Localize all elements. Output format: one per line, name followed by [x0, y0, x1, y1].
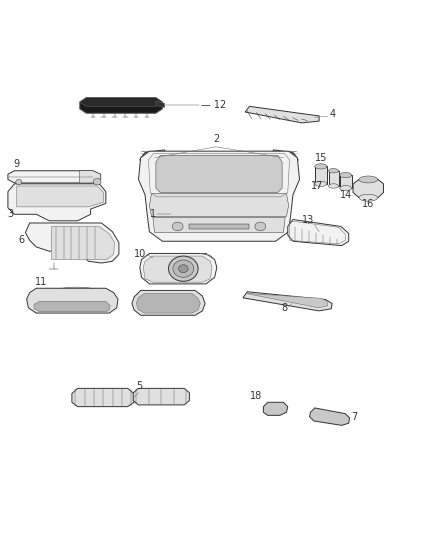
Text: 6: 6	[18, 236, 24, 245]
Polygon shape	[132, 290, 205, 315]
Polygon shape	[270, 150, 298, 167]
Polygon shape	[243, 292, 332, 311]
Ellipse shape	[16, 180, 22, 184]
Polygon shape	[25, 223, 119, 263]
Text: 10: 10	[134, 249, 146, 260]
Polygon shape	[288, 220, 349, 246]
Polygon shape	[143, 256, 212, 282]
Text: 9: 9	[14, 159, 20, 169]
Ellipse shape	[340, 173, 352, 177]
Ellipse shape	[93, 179, 101, 185]
Polygon shape	[340, 175, 352, 188]
Ellipse shape	[169, 256, 198, 281]
Polygon shape	[140, 150, 168, 167]
Ellipse shape	[315, 164, 327, 169]
Text: 16: 16	[362, 199, 374, 209]
Polygon shape	[353, 180, 384, 198]
Text: 17: 17	[311, 181, 323, 191]
Polygon shape	[156, 101, 165, 108]
Polygon shape	[310, 408, 350, 425]
Polygon shape	[263, 402, 288, 415]
Text: 2: 2	[213, 134, 219, 144]
Polygon shape	[246, 294, 328, 308]
Polygon shape	[149, 193, 289, 216]
Text: 18: 18	[250, 391, 262, 401]
Polygon shape	[153, 217, 285, 232]
Ellipse shape	[179, 265, 188, 272]
Text: — 12: — 12	[201, 100, 226, 110]
Polygon shape	[17, 186, 104, 207]
Text: 13: 13	[302, 215, 314, 225]
Polygon shape	[133, 389, 189, 405]
Polygon shape	[245, 107, 319, 123]
Text: 7: 7	[351, 411, 357, 422]
Text: 4: 4	[329, 109, 335, 119]
Polygon shape	[199, 254, 215, 260]
Ellipse shape	[340, 185, 352, 191]
Ellipse shape	[359, 176, 378, 183]
Polygon shape	[51, 227, 115, 260]
Ellipse shape	[315, 181, 327, 187]
Ellipse shape	[173, 260, 194, 277]
Polygon shape	[140, 254, 217, 284]
Text: 15: 15	[315, 153, 328, 163]
Ellipse shape	[328, 168, 339, 173]
Polygon shape	[27, 288, 118, 313]
Polygon shape	[328, 171, 339, 186]
Polygon shape	[80, 171, 101, 183]
Text: 14: 14	[340, 190, 353, 200]
Polygon shape	[80, 98, 162, 107]
Ellipse shape	[359, 194, 378, 201]
Polygon shape	[138, 151, 300, 241]
Text: 1: 1	[150, 209, 156, 219]
Polygon shape	[156, 156, 282, 192]
Polygon shape	[34, 301, 110, 312]
Polygon shape	[72, 389, 134, 407]
Text: 11: 11	[35, 277, 48, 287]
Polygon shape	[188, 224, 250, 229]
Polygon shape	[8, 171, 101, 183]
Ellipse shape	[172, 222, 183, 231]
Polygon shape	[136, 294, 200, 313]
Polygon shape	[8, 184, 106, 221]
Ellipse shape	[255, 222, 266, 231]
Text: 3: 3	[7, 209, 14, 220]
Text: 8: 8	[282, 303, 288, 313]
Polygon shape	[315, 166, 327, 184]
Polygon shape	[80, 98, 162, 114]
Ellipse shape	[328, 184, 339, 188]
Text: 5: 5	[136, 382, 142, 391]
